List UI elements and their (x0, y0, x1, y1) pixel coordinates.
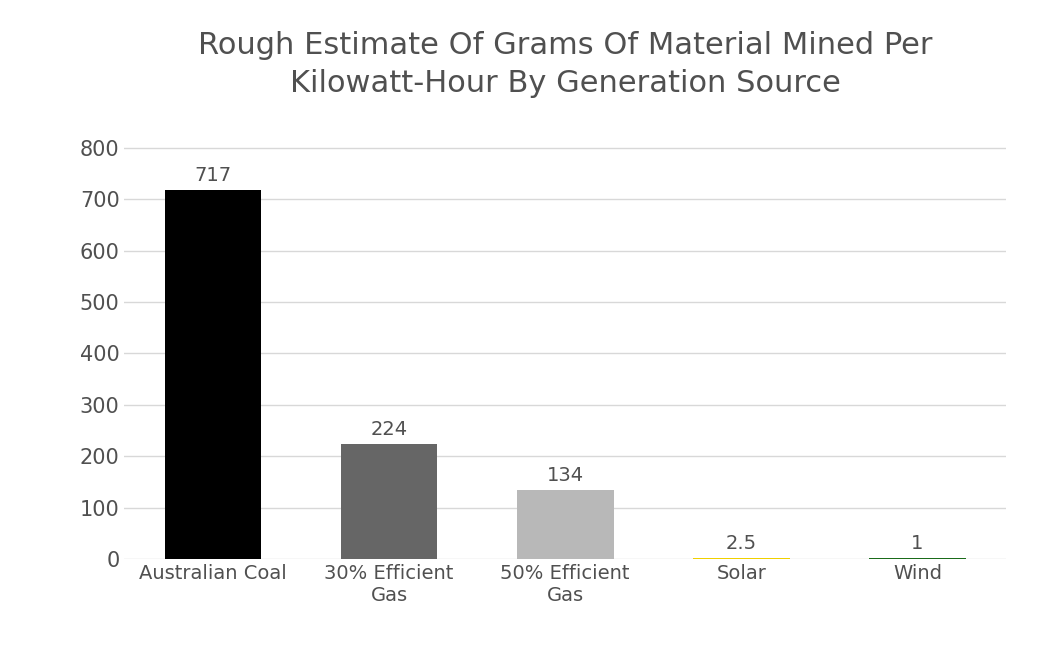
Title: Rough Estimate Of Grams Of Material Mined Per
Kilowatt-Hour By Generation Source: Rough Estimate Of Grams Of Material Mine… (198, 31, 932, 98)
Text: 2.5: 2.5 (726, 534, 757, 552)
Text: 717: 717 (194, 166, 231, 185)
Text: 134: 134 (546, 466, 584, 485)
Bar (693, 558, 790, 559)
Bar (340, 444, 438, 559)
Bar (516, 490, 614, 559)
Bar (165, 190, 261, 559)
Text: 1: 1 (912, 534, 924, 553)
Text: 224: 224 (370, 420, 408, 439)
